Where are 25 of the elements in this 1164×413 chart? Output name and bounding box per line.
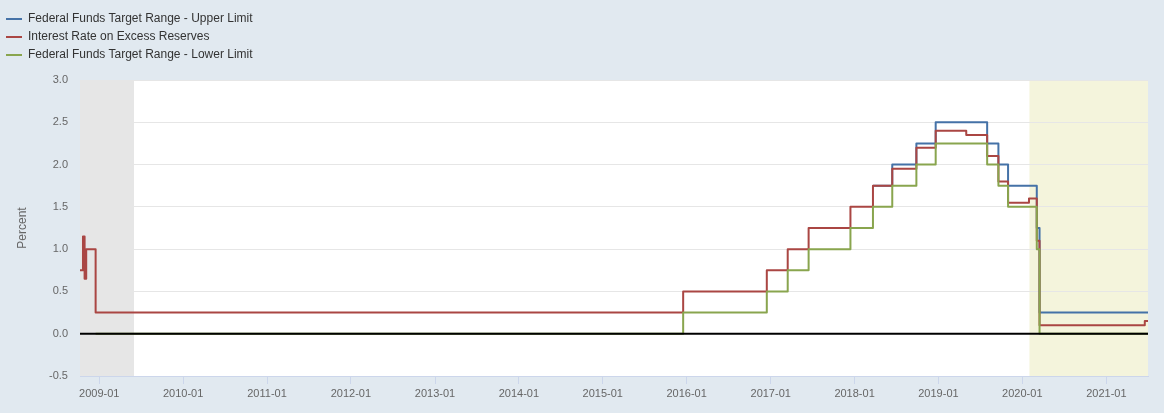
x-tick-label: 2017-01 bbox=[750, 386, 791, 399]
legend-label: Interest Rate on Excess Reserves bbox=[28, 29, 210, 44]
x-tick-label: 2011-01 bbox=[247, 386, 287, 399]
y-tick-label: 2.5 bbox=[52, 115, 68, 128]
x-tick-label: 2010-01 bbox=[162, 386, 204, 399]
y-tick-label: 2.0 bbox=[52, 157, 68, 170]
x-tick-label: 2013-01 bbox=[414, 386, 456, 399]
y-tick-label: 3.0 bbox=[52, 73, 68, 86]
legend-label: Federal Funds Target Range - Lower Limit bbox=[28, 47, 254, 62]
x-tick-label: 2020-01 bbox=[1002, 386, 1043, 399]
y-tick-label: 0.5 bbox=[52, 284, 68, 297]
y-tick-label: 1.0 bbox=[52, 242, 68, 255]
x-tick-label: 2014-01 bbox=[498, 386, 540, 399]
y-tick-label: -0.5 bbox=[49, 369, 68, 382]
x-tick-label: 2018-01 bbox=[834, 386, 875, 399]
x-tick-label: 2021-01 bbox=[1086, 386, 1127, 399]
y-tick-label: 0.0 bbox=[52, 326, 68, 339]
y-tick-label: 1.5 bbox=[52, 199, 68, 212]
x-tick-label: 2019-01 bbox=[918, 386, 959, 399]
y-axis-title: Percent bbox=[14, 206, 29, 249]
x-tick-label: 2015-01 bbox=[582, 386, 623, 399]
x-tick-label: 2009-01 bbox=[79, 386, 120, 399]
x-tick-label: 2012-01 bbox=[330, 386, 372, 399]
x-tick-label: 2016-01 bbox=[666, 386, 707, 399]
legend-label: Federal Funds Target Range - Upper Limit bbox=[28, 11, 254, 26]
